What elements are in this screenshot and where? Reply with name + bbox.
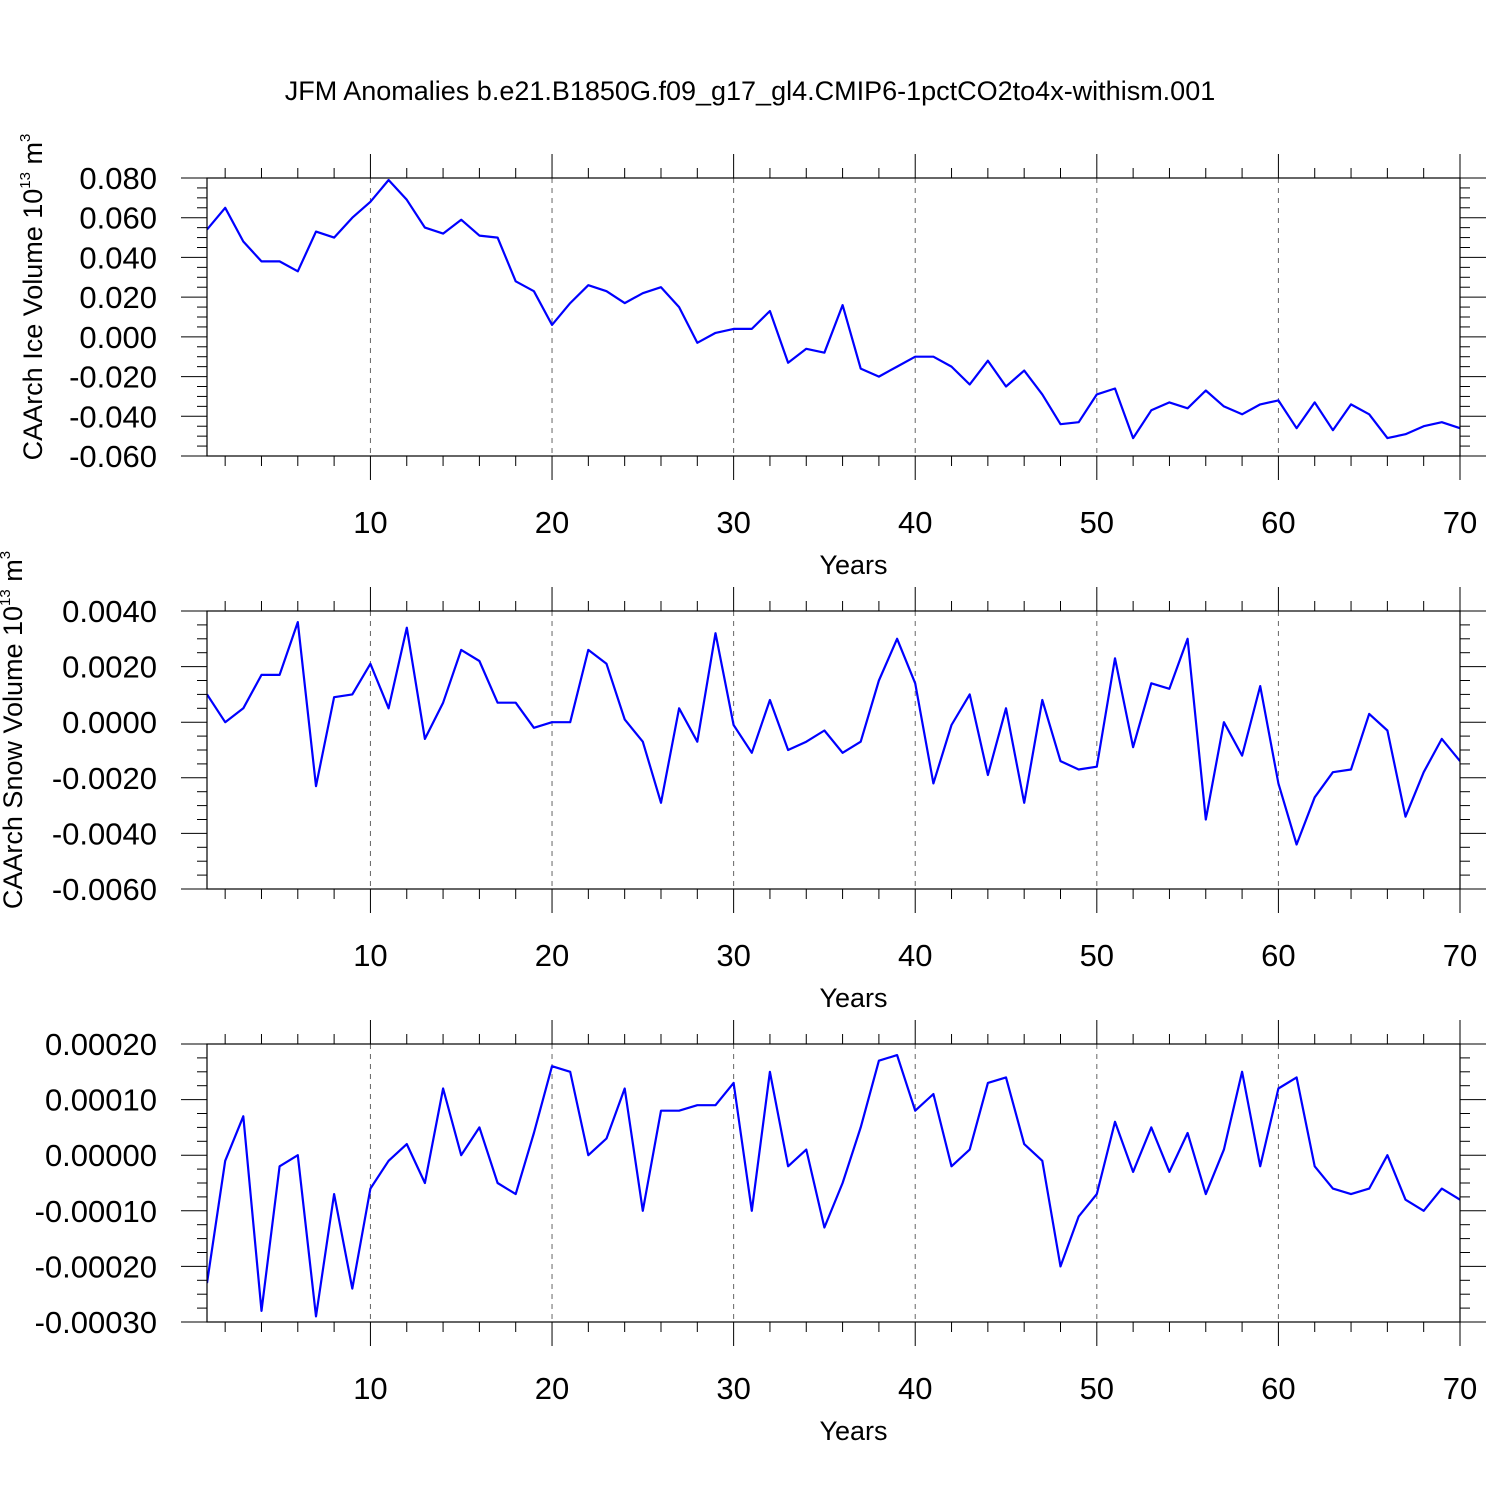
panel-2-y-tick-label: -0.0020 — [52, 761, 157, 796]
panel-3-x-tick-label: 30 — [716, 1371, 750, 1406]
panel-3-y-tick-label: -0.00010 — [35, 1194, 157, 1229]
panel-2-x-tick-label: 20 — [535, 938, 569, 973]
panel-1-x-tick-label: 10 — [353, 505, 387, 540]
panel-2-x-tick-label: 70 — [1443, 938, 1477, 973]
panel-3-y-tick-label: 0.00020 — [45, 1027, 157, 1062]
panel-1-x-tick-label: 70 — [1443, 505, 1477, 540]
chart-title: JFM Anomalies b.e21.B1850G.f09_g17_gl4.C… — [284, 76, 1216, 106]
panel-1-x-axis-label: Years — [819, 550, 887, 580]
panel-3-plot-frame — [206, 1043, 1461, 1323]
panel-1-x-tick-label: 50 — [1080, 505, 1114, 540]
panel-1-y-tick-label: -0.020 — [69, 360, 157, 395]
panel-3-x-tick-label: 70 — [1443, 1371, 1477, 1406]
panel-1-series-line — [207, 178, 1460, 440]
panel-1-y-axis-label: CAArch Ice Volume 1013 m3 — [17, 134, 48, 461]
panel-1-y-tick-label: 0.040 — [79, 240, 157, 275]
panel-3: 10 20 30 40 50 60 70 -0.00030 -0.00020 -0.00010 0.… — [35, 1020, 1486, 1446]
panel-1-y-tick-label: 0.020 — [79, 280, 157, 315]
panel-3-x-tick-label: 50 — [1080, 1371, 1114, 1406]
panel-2-y-tick-label: 0.0020 — [62, 650, 157, 685]
panel-1-x-tick-label: 30 — [716, 505, 750, 540]
panel-1-y-tick-label: 0.000 — [79, 320, 157, 355]
panel-2-x-tick-label: 10 — [353, 938, 387, 973]
panel-2-x-tick-label: 60 — [1261, 938, 1295, 973]
panel-3-y-tick-label: -0.00020 — [35, 1249, 157, 1284]
panel-2-x-tick-label: 50 — [1080, 938, 1114, 973]
panel-3-y-tick-label: 0.00010 — [45, 1083, 157, 1118]
panel-2-y-axis-label: CAArch Snow Volume 1013 m3 — [0, 551, 28, 909]
panel-1-y-tick-label: 0.080 — [79, 161, 157, 196]
panel-2-x-axis-label: Years — [819, 983, 887, 1013]
panel-1-y-tick-label: -0.060 — [69, 439, 157, 474]
panel-2-x-tick-label: 30 — [716, 938, 750, 973]
panel-2: 10 20 30 40 50 60 70 -0.0060 -0.0040 -0.0020 0.000… — [0, 551, 1486, 1013]
panel-1-plot-frame — [206, 177, 1461, 457]
panel-1-x-tick-label: 60 — [1261, 505, 1295, 540]
panel-1: 10 20 30 40 50 60 70 -0.060 -0.040 -0.020 0.000 0.0… — [17, 134, 1486, 580]
panel-3-y-tick-label: 0.00000 — [45, 1138, 157, 1173]
panel-3-x-tick-label: 40 — [898, 1371, 932, 1406]
panel-2-y-tick-label: 0.0000 — [62, 705, 157, 740]
panel-2-y-tick-label: -0.0060 — [52, 872, 157, 907]
panel-3-x-axis-label: Years — [819, 1416, 887, 1446]
panel-2-y-tick-label: -0.0040 — [52, 816, 157, 851]
panel-2-x-tick-label: 40 — [898, 938, 932, 973]
panel-1-y-tick-label: 0.060 — [79, 201, 157, 236]
panel-1-x-tick-label: 20 — [535, 505, 569, 540]
panel-2-y-tick-label: 0.0040 — [62, 594, 157, 629]
panel-3-series-line — [207, 1053, 1460, 1318]
panel-3-x-tick-label: 20 — [535, 1371, 569, 1406]
panel-3-x-tick-label: 10 — [353, 1371, 387, 1406]
panel-1-y-tick-label: -0.040 — [69, 399, 157, 434]
panel-3-y-tick-label: -0.00030 — [35, 1305, 157, 1340]
panel-3-x-tick-label: 60 — [1261, 1371, 1295, 1406]
panel-2-series-line — [207, 620, 1460, 846]
panel-1-x-tick-label: 40 — [898, 505, 932, 540]
